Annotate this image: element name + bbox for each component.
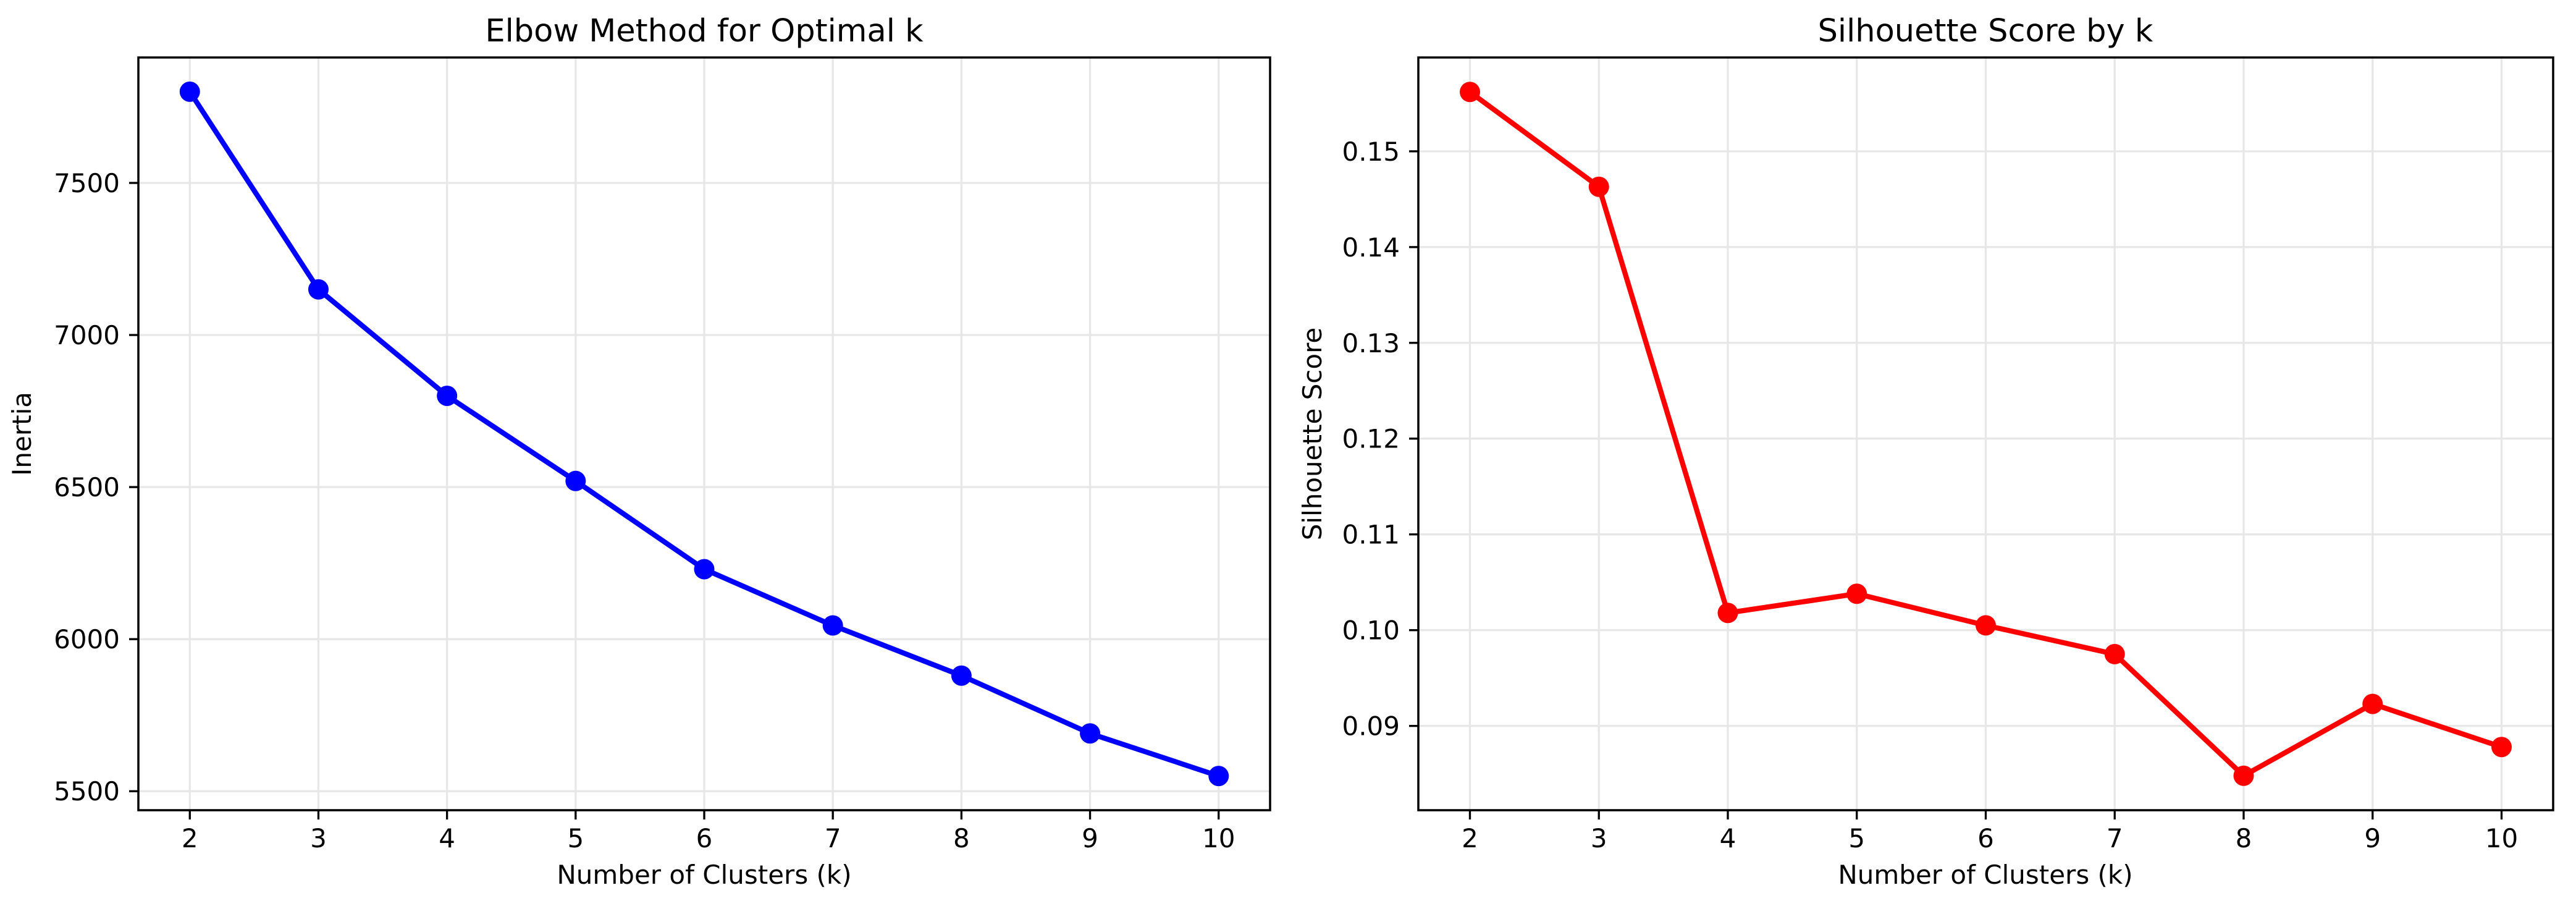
y-tick-label: 6000 [54, 624, 120, 654]
x-tick-label: 7 [825, 823, 841, 853]
chart-title: Elbow Method for Optimal k [485, 13, 924, 49]
data-point [565, 470, 586, 491]
silhouette-chart-plot-area: 2 3 4 5 6 7 8 9 10 0.09 0.10 0.11 0.12 0.13 0.14 0.15 [1342, 56, 2554, 853]
x-tick-label: 5 [567, 823, 584, 853]
data-point [1846, 583, 1867, 604]
x-tick-label: 5 [1848, 823, 1865, 853]
y-tick-label: 0.12 [1342, 424, 1400, 454]
chart-title: Silhouette Score by k [1818, 13, 2153, 49]
x-tick-label: 10 [1202, 823, 1235, 853]
y-tick-label: 5500 [54, 776, 120, 807]
x-tick-label: 8 [2236, 823, 2252, 853]
data-point [1460, 82, 1480, 103]
x-tick-label: 2 [182, 823, 198, 853]
axes-spines [1417, 56, 2554, 811]
data-point [1208, 766, 1229, 787]
y-tick-label: 0.11 [1342, 520, 1400, 550]
x-tick-label: 3 [310, 823, 327, 853]
x-tick-label: 9 [2364, 823, 2381, 853]
x-axis-label: Number of Clusters (k) [557, 860, 851, 890]
y-axis-label: Silhouette Score [1297, 328, 1328, 541]
y-tick-label: 6500 [54, 472, 120, 502]
x-tick-label: 4 [1720, 823, 1736, 853]
data-point [2233, 765, 2254, 786]
y-tick-label: 0.15 [1342, 137, 1400, 167]
x-tick-label: 6 [696, 823, 713, 853]
data-point [308, 279, 329, 300]
y-tick-label: 0.13 [1342, 328, 1400, 358]
x-axis-label: Number of Clusters (k) [1838, 860, 2132, 890]
y-tick-label: 0.09 [1342, 711, 1400, 742]
x-tick-label: 7 [2107, 823, 2123, 853]
data-point [2491, 737, 2512, 758]
axes-spines [137, 56, 1271, 811]
data-point [822, 615, 843, 636]
x-tick-label: 9 [1082, 823, 1098, 853]
x-tick-label: 4 [439, 823, 455, 853]
y-tick-label: 0.14 [1342, 232, 1400, 263]
elbow-chart: 2 3 4 5 6 7 8 9 10 5500 6000 6500 7000 7500 Elbow Met… [7, 13, 1271, 890]
x-tick-label: 8 [953, 823, 970, 853]
data-point [694, 559, 715, 580]
x-tick-label: 6 [1977, 823, 1994, 853]
y-tick-label: 0.10 [1342, 616, 1400, 646]
data-point [437, 385, 458, 406]
data-point [1080, 723, 1101, 744]
data-point [1588, 176, 1609, 197]
data-point [2104, 643, 2125, 664]
silhouette-chart: 2 3 4 5 6 7 8 9 10 0.09 0.10 0.11 0.12 0.13 0.14 0.15 S… [1297, 13, 2554, 890]
y-axis-label: Inertia [7, 392, 37, 476]
data-point [1717, 603, 1738, 624]
data-point [179, 81, 200, 102]
x-tick-label: 2 [1462, 823, 1478, 853]
data-point [2362, 693, 2383, 714]
data-point [1976, 615, 1996, 636]
data-point [951, 665, 972, 686]
x-tick-label: 10 [2485, 823, 2518, 853]
y-tick-label: 7000 [54, 320, 120, 350]
y-tick-label: 7500 [54, 168, 120, 198]
elbow-chart-plot-area: 2 3 4 5 6 7 8 9 10 5500 6000 6500 7000 7500 [54, 56, 1271, 853]
x-tick-label: 3 [1591, 823, 1607, 853]
